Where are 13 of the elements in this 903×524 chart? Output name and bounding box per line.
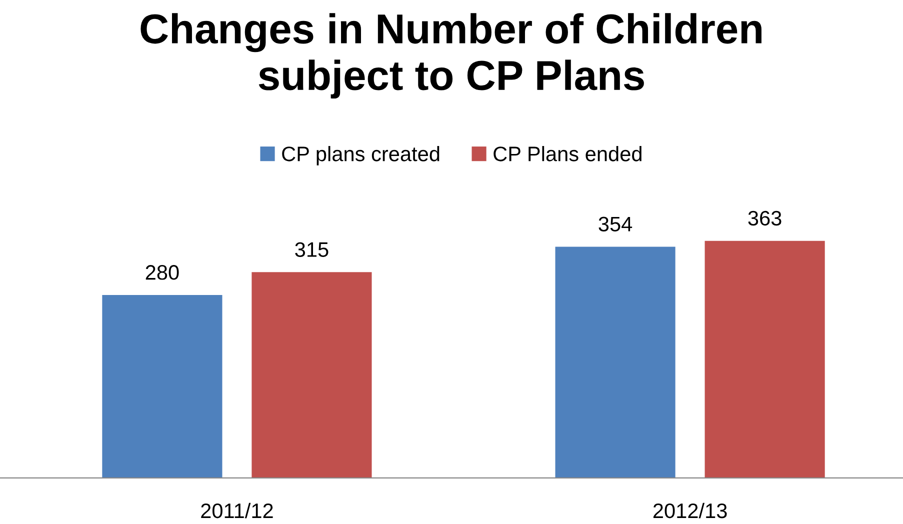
bar [555, 246, 676, 478]
data-label: 280 [146, 265, 179, 280]
legend-label: CP plans created [282, 146, 440, 166]
bar [252, 272, 372, 478]
x-tick-label: 2012/13 [653, 502, 727, 518]
data-label: 354 [598, 216, 632, 232]
data-label: 363 [748, 210, 782, 226]
bar [704, 240, 825, 478]
data-label: 315 [295, 242, 328, 257]
bar [102, 295, 222, 478]
chart-title: Changes in Number of Children subject to CP Plans [140, 13, 762, 99]
legend-label: CP Plans ended [494, 146, 642, 162]
x-tick-label: 2011/12 [201, 502, 273, 518]
